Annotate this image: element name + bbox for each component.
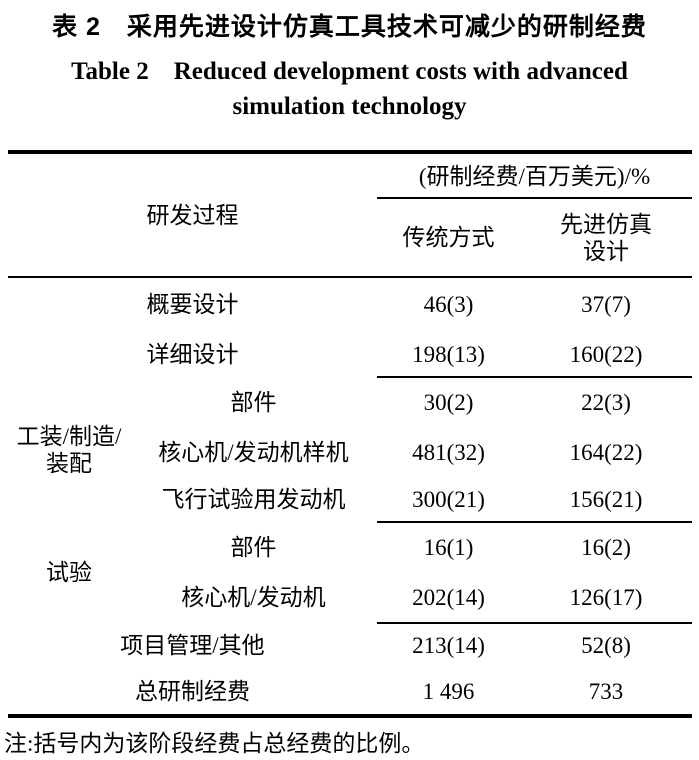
row-label: 飞行试验用发动机 bbox=[161, 487, 346, 512]
value-advanced: 52(8) bbox=[581, 633, 631, 658]
row-label: 核心机/发动机 bbox=[181, 585, 326, 610]
row-label: 概要设计 bbox=[146, 292, 239, 317]
value-traditional: 30(2) bbox=[423, 390, 474, 415]
value-traditional: 481(32) bbox=[412, 440, 485, 465]
row-label: 总研制经费 bbox=[135, 678, 250, 704]
group-label-manufacturing: 工装/制造/ 装配 bbox=[16, 423, 122, 476]
value-traditional: 198(13) bbox=[412, 342, 485, 367]
value-traditional: 16(1) bbox=[423, 534, 474, 560]
value-traditional: 46(3) bbox=[423, 292, 474, 317]
header-col-advanced: 先进仿真 设计 bbox=[560, 211, 652, 264]
value-advanced: 156(21) bbox=[569, 487, 643, 512]
value-advanced: 37(7) bbox=[581, 292, 631, 317]
table-title-zh: 表 2 采用先进设计仿真工具技术可减少的研制经费 bbox=[52, 13, 647, 41]
data-table: 研发过程 (研制经费/百万美元)/% 传统方式 先进仿真 设计 概要设计 46(… bbox=[8, 150, 692, 718]
value-advanced: 164(22) bbox=[569, 440, 643, 465]
rule-under-spanner bbox=[377, 197, 692, 199]
rule-section-3 bbox=[377, 622, 692, 624]
row-label: 项目管理/其他 bbox=[120, 633, 265, 658]
value-advanced: 22(3) bbox=[581, 390, 631, 415]
header-process: 研发过程 bbox=[146, 203, 239, 228]
header-col-traditional: 传统方式 bbox=[402, 225, 495, 250]
group-label-test: 试验 bbox=[46, 560, 92, 585]
value-advanced: 126(17) bbox=[569, 585, 643, 610]
table-title-en-line1: Table 2 Reduced development costs with a… bbox=[71, 58, 628, 85]
value-traditional: 300(21) bbox=[412, 487, 485, 512]
row-label: 部件 bbox=[230, 534, 277, 560]
table-title-en-line2: simulation technology bbox=[232, 93, 467, 120]
value-advanced: 16(2) bbox=[581, 534, 631, 560]
rule-section-2 bbox=[377, 521, 692, 523]
row-label: 详细设计 bbox=[146, 342, 239, 367]
value-advanced: 733 bbox=[588, 678, 624, 704]
value-advanced: 160(22) bbox=[569, 342, 643, 367]
rule-section-1 bbox=[377, 376, 692, 378]
value-traditional: 213(14) bbox=[412, 633, 485, 658]
value-traditional: 202(14) bbox=[412, 585, 485, 610]
row-label: 部件 bbox=[230, 390, 277, 415]
header-spanner-cost-unit: (研制经费/百万美元)/% bbox=[418, 163, 651, 189]
footnote: 注:括号内为该阶段经费占总经费的比例。 bbox=[4, 731, 425, 756]
rule-under-header bbox=[8, 276, 692, 278]
row-label: 核心机/发动机样机 bbox=[158, 440, 349, 465]
value-traditional: 1 496 bbox=[422, 678, 475, 704]
